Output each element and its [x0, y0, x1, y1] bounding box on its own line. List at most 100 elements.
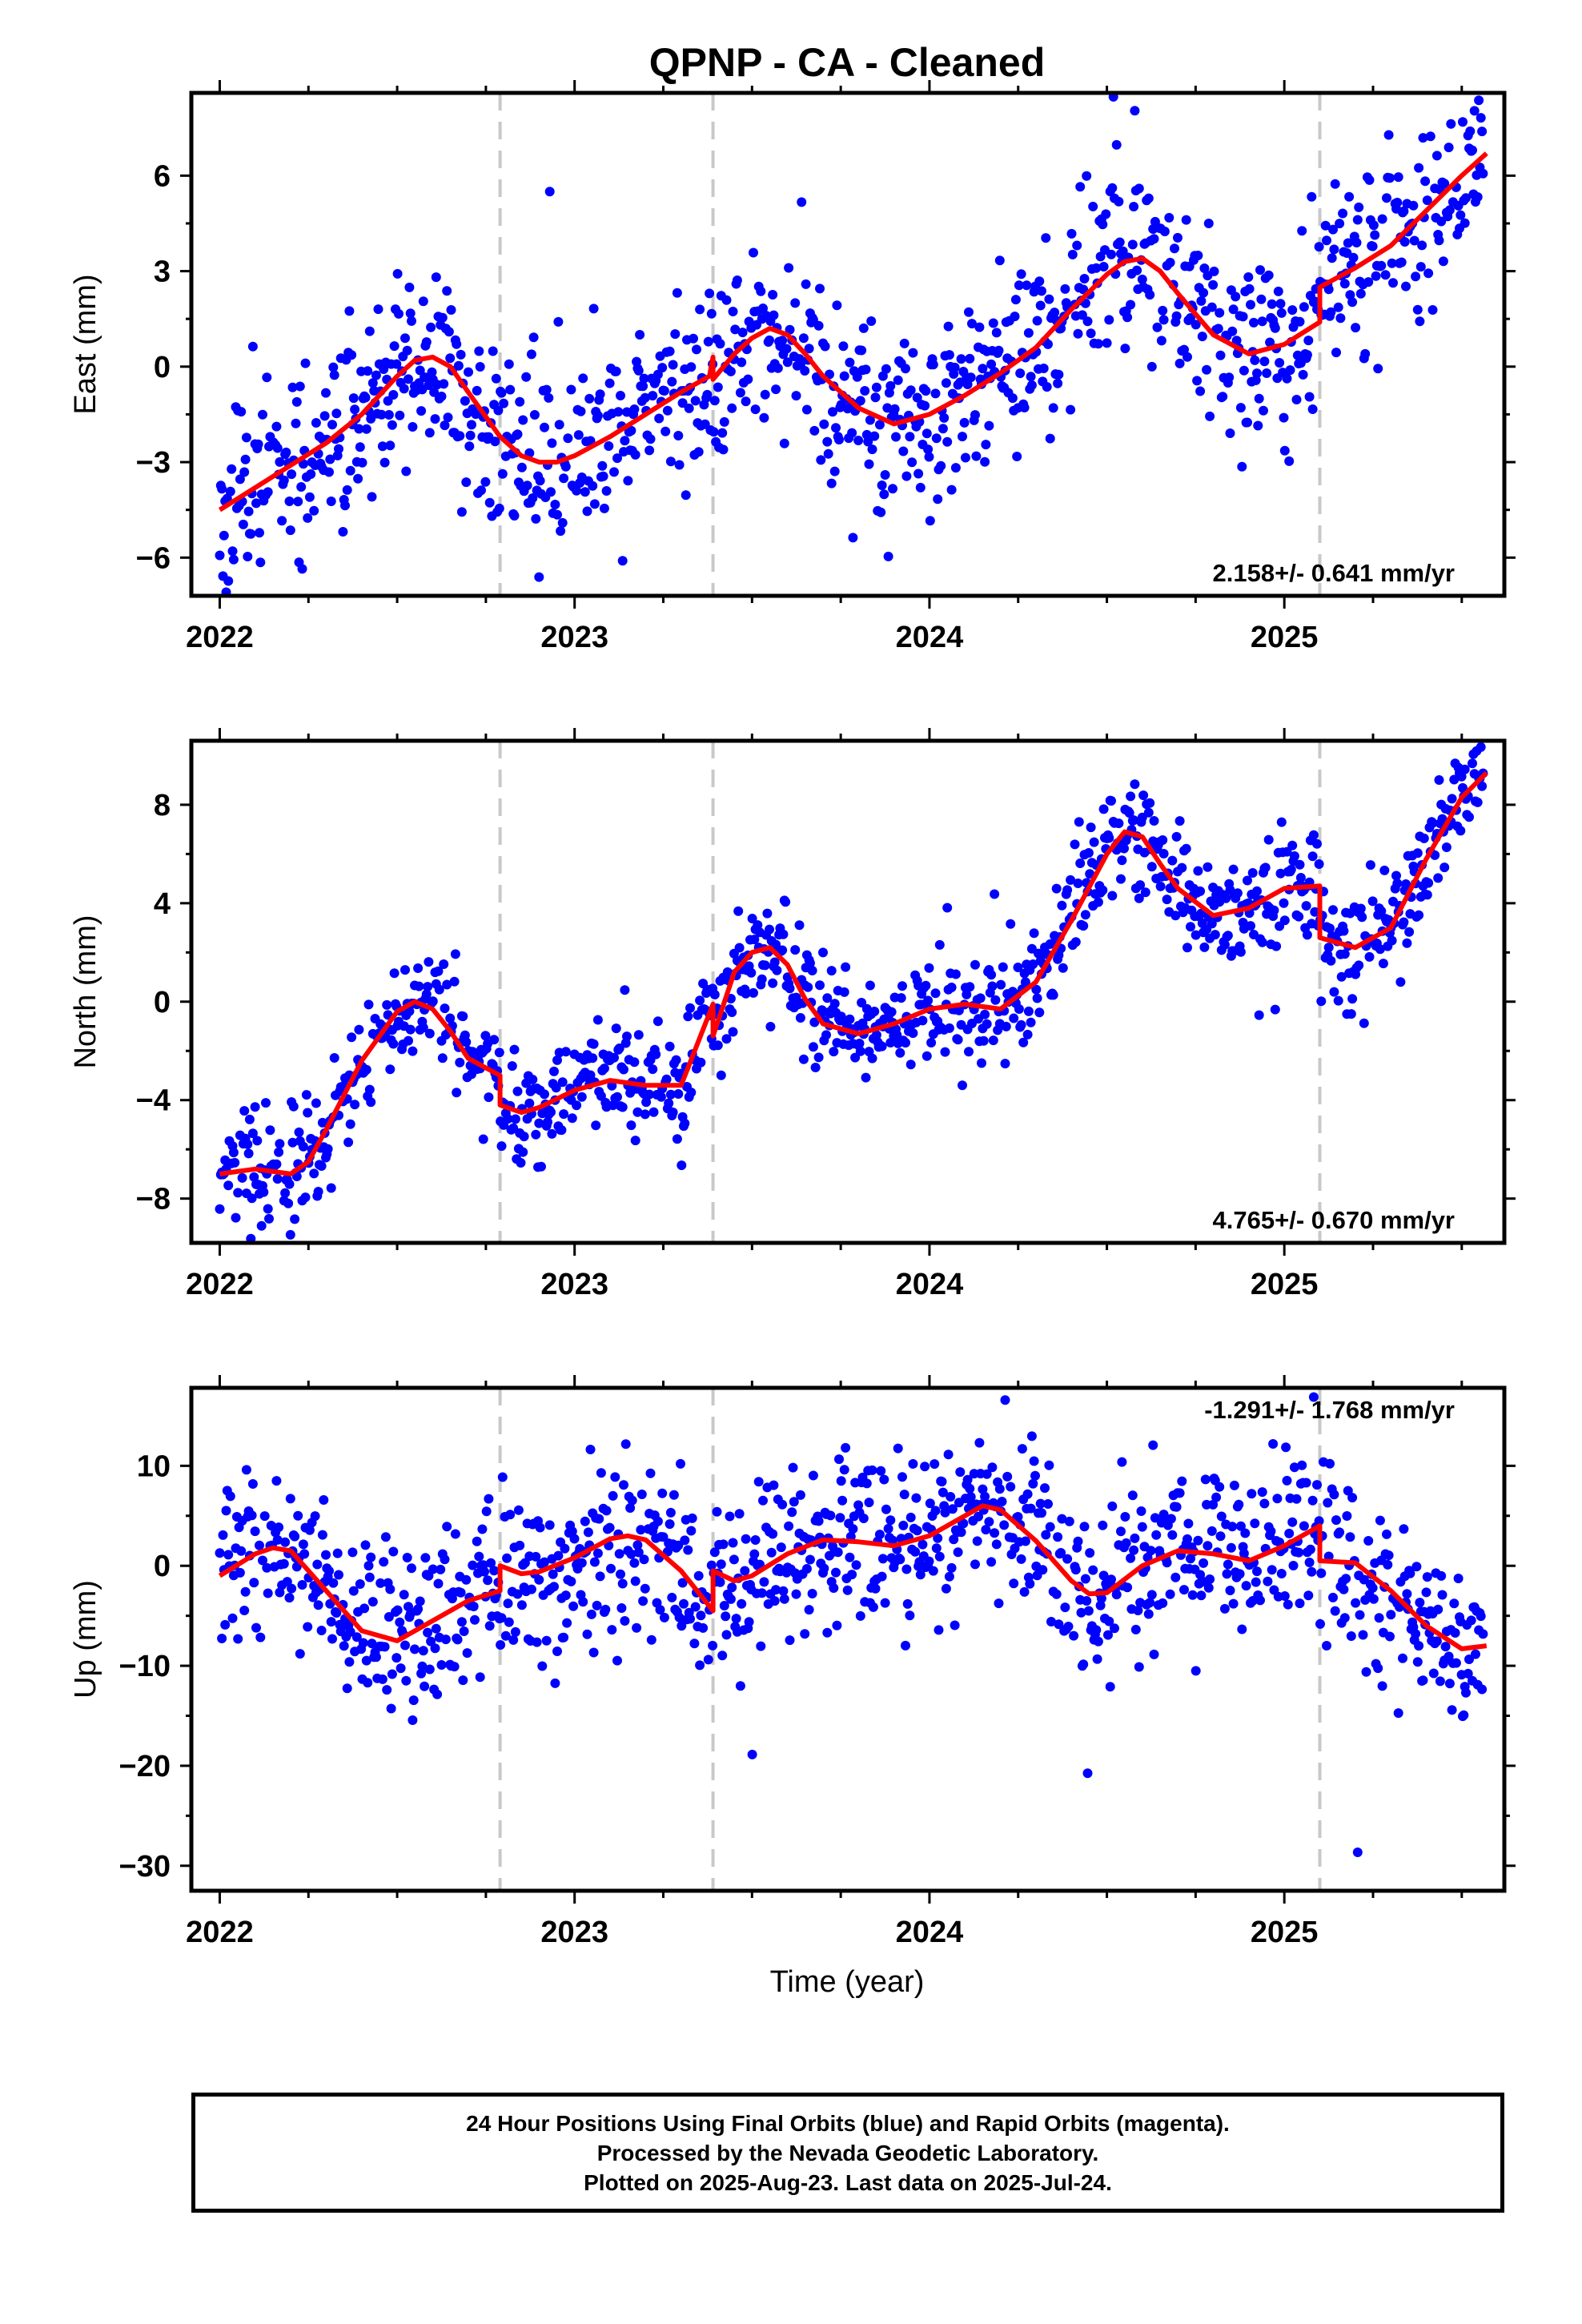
data-point: [709, 1547, 720, 1558]
data-point: [1089, 837, 1099, 847]
data-point: [1282, 373, 1292, 384]
data-point: [597, 460, 608, 471]
data-point: [1322, 235, 1331, 246]
data-point: [452, 1634, 463, 1645]
data-point: [1158, 1598, 1168, 1608]
data-point: [387, 1669, 397, 1679]
data-point: [911, 1493, 921, 1503]
data-point: [984, 420, 994, 431]
data-point: [638, 1596, 648, 1606]
data-point: [901, 471, 912, 481]
x-tick-label: 2024: [896, 1916, 964, 1949]
data-point: [553, 1550, 564, 1561]
data-point: [1016, 1019, 1026, 1030]
data-point: [401, 466, 412, 476]
data-point: [311, 1098, 321, 1108]
data-point: [470, 1614, 480, 1625]
data-point: [923, 995, 934, 1006]
data-point: [503, 1598, 513, 1609]
y-tick-label: −8: [136, 1183, 171, 1216]
data-point: [1196, 296, 1207, 306]
data-point: [1346, 1009, 1356, 1019]
data-point: [1310, 907, 1320, 917]
data-point: [295, 381, 305, 392]
data-point: [1295, 316, 1305, 327]
data-point: [1182, 943, 1192, 953]
data-point: [1458, 117, 1468, 127]
data-point: [980, 1009, 990, 1019]
data-point: [1304, 392, 1315, 402]
data-point: [1405, 1568, 1415, 1578]
data-point: [277, 516, 287, 526]
data-point: [1104, 1616, 1114, 1626]
data-point: [1243, 272, 1254, 282]
data-point: [1098, 262, 1109, 271]
data-point: [1086, 822, 1096, 833]
data-point: [654, 413, 665, 424]
data-point: [611, 1023, 621, 1034]
data-point: [651, 1049, 661, 1059]
data-point: [566, 1576, 576, 1586]
data-point: [805, 958, 815, 968]
data-point: [809, 1017, 820, 1027]
data-point: [946, 1492, 956, 1502]
data-point: [1249, 317, 1259, 328]
data-point: [237, 1172, 247, 1183]
data-point: [741, 1534, 751, 1544]
data-point: [1106, 1574, 1116, 1585]
data-point: [994, 345, 1004, 356]
data-point: [1263, 270, 1274, 280]
data-point: [794, 920, 805, 931]
data-point: [1134, 893, 1144, 903]
data-point: [1174, 1488, 1185, 1498]
data-point: [275, 456, 285, 467]
data-point: [1387, 258, 1397, 268]
data-point: [641, 1097, 652, 1108]
data-point: [841, 1442, 851, 1453]
data-point: [1146, 1546, 1156, 1556]
data-point: [1289, 1462, 1299, 1473]
data-point: [893, 1443, 903, 1454]
data-point: [594, 1514, 604, 1524]
data-point: [1111, 139, 1122, 150]
data-point: [1339, 1584, 1349, 1594]
data-point: [1207, 919, 1217, 929]
data-point: [604, 378, 615, 388]
data-point: [837, 1495, 848, 1506]
data-point: [499, 398, 509, 408]
velocity-rate-label: 4.765+/- 0.670 mm/yr: [1213, 1206, 1455, 1234]
data-point: [1347, 994, 1358, 1004]
data-point: [798, 333, 809, 344]
data-point: [442, 1522, 452, 1532]
data-point: [758, 304, 768, 313]
data-point: [380, 1532, 391, 1542]
data-point: [633, 1547, 644, 1558]
data-point: [1279, 915, 1290, 926]
data-point: [483, 1575, 493, 1586]
data-point: [943, 1449, 954, 1460]
data-point: [632, 1540, 643, 1550]
data-point: [255, 528, 264, 538]
data-point: [680, 1118, 690, 1128]
data-point: [626, 425, 636, 436]
data-point: [1057, 900, 1067, 911]
data-point: [239, 1106, 250, 1116]
data-point: [1148, 1440, 1158, 1450]
data-point: [1216, 1511, 1227, 1522]
data-point: [901, 1640, 910, 1651]
data-point: [717, 428, 728, 438]
data-point: [648, 1064, 658, 1075]
data-point: [673, 431, 684, 440]
data-point: [1427, 818, 1438, 828]
data-point: [879, 489, 889, 500]
data-point: [589, 1557, 600, 1567]
data-point: [252, 1136, 263, 1146]
data-point: [810, 1063, 821, 1072]
data-point: [801, 404, 812, 415]
data-point: [228, 1148, 239, 1158]
data-point: [664, 1098, 674, 1108]
data-point: [1237, 461, 1247, 472]
data-point: [702, 389, 713, 400]
